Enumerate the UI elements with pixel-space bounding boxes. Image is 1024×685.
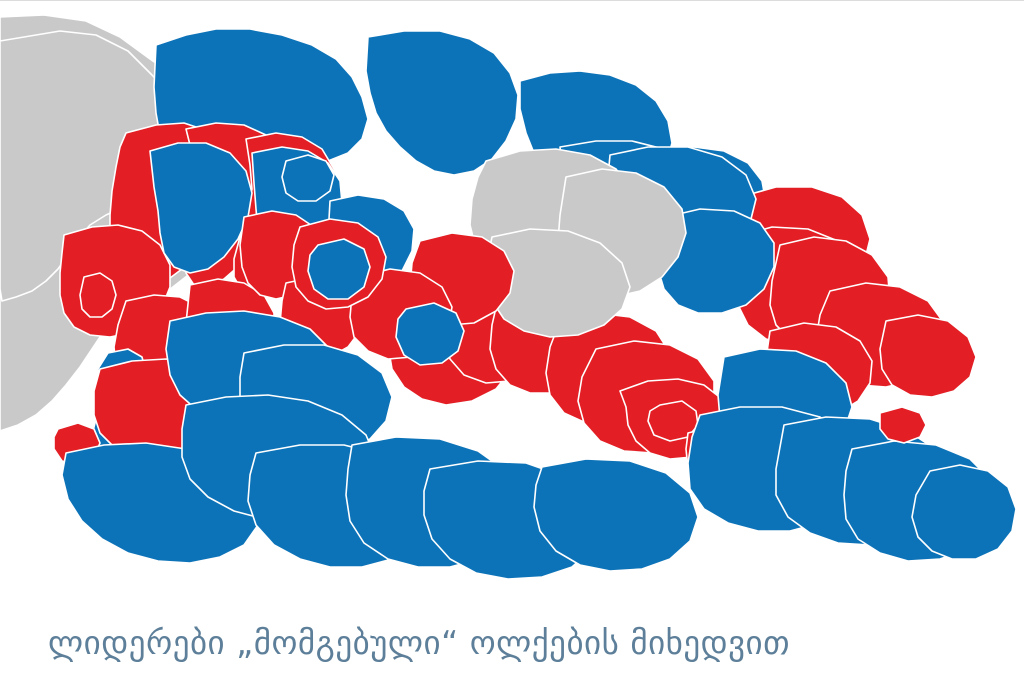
map-region-imereti-nnw-blue-patch[interactable]	[281, 154, 335, 202]
map-region-kvemo-kartli-blue-tail[interactable]	[911, 464, 1017, 560]
map-region-javakheti-east-blue[interactable]	[533, 458, 699, 572]
map-caption: ლიდერები „მომგებული“ ოლქების მიხედვით	[48, 622, 791, 662]
map-region-samegrelo-coast-sliver[interactable]	[79, 272, 117, 318]
map-region-imereti-nw-blue[interactable]	[149, 142, 253, 274]
map-svg	[0, 1, 1024, 601]
map-region-imereti-blue-inset-2[interactable]	[395, 302, 465, 366]
map-region-kakheti-tiny-red[interactable]	[879, 406, 927, 444]
top-divider-rule	[0, 0, 1024, 1]
map-region-imereti-blue-inset-1[interactable]	[307, 238, 371, 300]
map-region-kakheti-red-e[interactable]	[879, 314, 977, 398]
caption-band: ლიდერები „მომგებული“ ოლქების მიხედვით	[0, 601, 1024, 685]
regions-layer	[0, 14, 1017, 580]
choropleth-map	[0, 1, 1024, 601]
map-region-racha-north[interactable]	[365, 30, 519, 176]
